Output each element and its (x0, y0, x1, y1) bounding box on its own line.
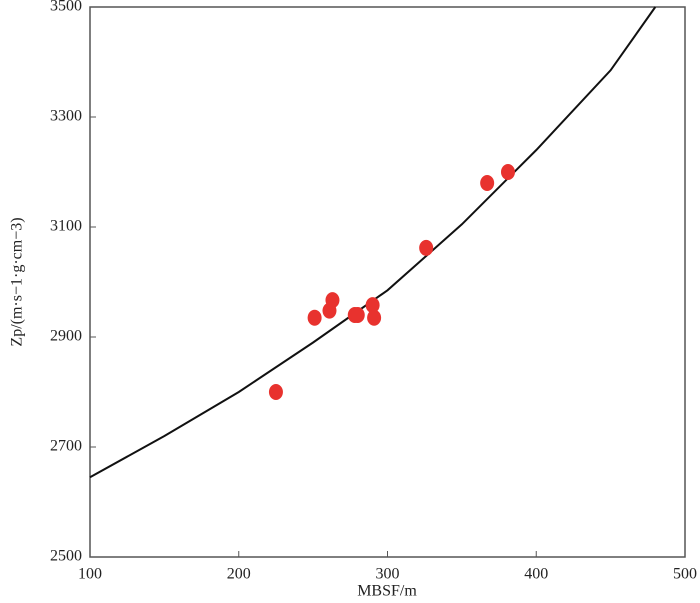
data-point (268, 384, 283, 400)
data-point (367, 309, 382, 326)
x-axis-label: MBSF/m (357, 583, 417, 600)
y-tick-label: 2900 (50, 328, 82, 345)
x-tick-label: 500 (673, 566, 697, 583)
data-point (419, 239, 434, 256)
fit-curve (89, 6, 657, 479)
data-point (480, 175, 495, 191)
x-tick-label: 100 (78, 566, 102, 583)
data-point (350, 307, 365, 323)
data-point (500, 164, 515, 180)
data-point (365, 297, 380, 314)
y-tick-label: 2500 (50, 548, 82, 565)
x-tick-label: 300 (376, 566, 400, 583)
x-tick-label: 400 (524, 566, 548, 583)
plot-frame (89, 6, 686, 558)
y-axis-label: Zp/(m·s−1·g·cm−3) (9, 217, 26, 346)
y-tick-label: 3300 (50, 108, 82, 125)
data-point (325, 292, 340, 309)
x-tick-label: 200 (227, 566, 251, 583)
y-tick-label: 3500 (50, 0, 82, 15)
y-tick-label: 3100 (50, 218, 82, 235)
data-point (307, 309, 322, 326)
y-tick-label: 2700 (50, 438, 82, 455)
